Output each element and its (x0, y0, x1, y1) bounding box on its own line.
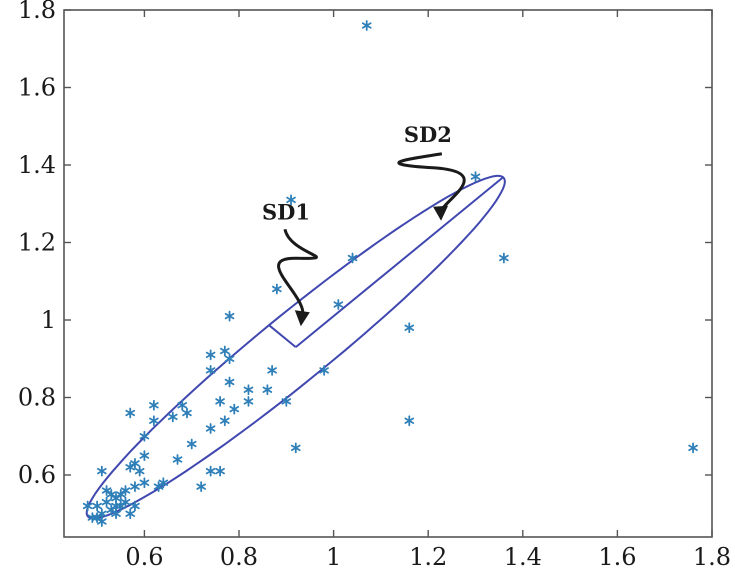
data-point (97, 465, 107, 477)
sd1-arrow-head (294, 310, 310, 327)
data-point (267, 364, 277, 376)
data-point (688, 442, 698, 454)
x-tick-label: 1.4 (504, 543, 542, 571)
data-point (205, 465, 216, 477)
data-point (205, 423, 216, 434)
data-point (499, 252, 509, 264)
data-point (120, 496, 131, 508)
data-point (115, 500, 126, 512)
data-point (125, 508, 136, 520)
data-point (125, 461, 136, 473)
y-tick-label: 1.2 (18, 229, 56, 257)
sd2-arrow (397, 152, 466, 214)
data-point (220, 345, 230, 357)
data-point (286, 194, 296, 206)
data-point (361, 20, 372, 31)
data-point (149, 415, 159, 427)
data-point (115, 488, 126, 500)
plot-frame (63, 9, 713, 538)
x-tick-label: 0.6 (125, 543, 163, 571)
data-point (111, 492, 121, 504)
data-point (139, 477, 150, 489)
data-point (404, 322, 415, 334)
data-point (215, 465, 225, 477)
data-point (470, 171, 481, 183)
data-point (196, 481, 206, 493)
data-point (262, 384, 273, 396)
data-point (272, 283, 282, 295)
data-point (243, 384, 254, 396)
data-point (243, 395, 254, 407)
data-point (130, 481, 140, 493)
data-point (130, 457, 140, 469)
data-point (139, 450, 150, 462)
data-point (92, 500, 102, 512)
data-point (177, 399, 188, 411)
data-point (149, 399, 159, 411)
y-tick-label: 0.8 (18, 384, 56, 412)
confidence-ellipse (85, 174, 506, 520)
data-point (404, 415, 415, 427)
y-tick-label: 0.6 (18, 461, 56, 489)
data-point (167, 411, 178, 423)
y-tick-label: 1.6 (18, 74, 56, 102)
data-point (172, 454, 183, 465)
data-point (111, 508, 121, 520)
sd2-label: SD2 (404, 122, 452, 147)
data-point (186, 438, 197, 450)
data-point (215, 395, 225, 407)
data-point (120, 485, 131, 496)
sd2-arrow-head (433, 205, 449, 221)
data-point (101, 485, 112, 496)
x-tick-label: 0.8 (220, 543, 258, 571)
data-point (134, 465, 145, 477)
data-point (224, 353, 235, 365)
y-tick-label: 1 (41, 306, 56, 334)
x-tick-label: 1.8 (693, 543, 731, 571)
sd2-axis-line (295, 176, 504, 348)
data-point (139, 430, 150, 442)
sd1-label: SD1 (262, 199, 310, 224)
data-point (290, 442, 301, 454)
data-point (153, 481, 164, 493)
data-point (347, 252, 358, 264)
data-point (130, 500, 140, 512)
data-point (106, 504, 117, 516)
data-point (205, 364, 216, 376)
data-point (101, 496, 112, 508)
data-point (97, 516, 107, 527)
x-tick-label: 1 (326, 543, 341, 571)
data-point (182, 407, 192, 419)
data-point (220, 415, 230, 427)
data-point (224, 376, 235, 388)
data-point (158, 477, 169, 489)
data-point (125, 407, 136, 419)
data-point (106, 488, 117, 500)
data-point (281, 395, 292, 407)
x-tick-label: 1.6 (598, 543, 636, 571)
data-point (87, 512, 98, 524)
y-tick-label: 1.8 (18, 0, 56, 24)
data-point (333, 299, 344, 310)
y-tick-label: 1.4 (18, 151, 56, 179)
x-tick-label: 1.2 (409, 543, 447, 571)
sd1-axis-line (268, 324, 297, 348)
data-point (205, 349, 216, 361)
data-point (319, 364, 329, 376)
data-point (82, 500, 93, 512)
sd1-arrow (277, 228, 318, 319)
data-point (229, 403, 240, 415)
data-point (224, 310, 235, 322)
